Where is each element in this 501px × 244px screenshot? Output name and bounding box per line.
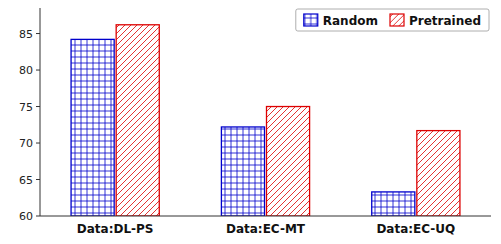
chart: 60 65 70 75 80 85 Data:DL-PS Data:EC-MT Data:EC-… [0, 0, 501, 244]
legend-label: Pretrained [409, 14, 481, 28]
bar [221, 127, 264, 216]
y-tick-label: 60 [19, 210, 33, 223]
y-tick [36, 216, 40, 217]
x-axis [40, 216, 491, 217]
bar [71, 39, 114, 216]
x-tick-label: Data:EC-UQ [376, 222, 455, 236]
y-tick [36, 33, 40, 34]
y-tick-label: 70 [19, 137, 33, 150]
legend: Random Pretrained [296, 9, 489, 31]
y-tick [36, 143, 40, 144]
y-axis [40, 8, 41, 216]
y-tick-label: 85 [19, 28, 33, 41]
bar [372, 192, 415, 216]
legend-swatch [390, 14, 404, 26]
y-tick [36, 106, 40, 107]
y-tick-label: 75 [19, 101, 33, 114]
legend-swatch [304, 14, 318, 26]
y-tick-label: 65 [19, 174, 33, 187]
x-tick-label: Data:EC-MT [226, 222, 306, 236]
y-tick [36, 179, 40, 180]
y-tick [36, 70, 40, 71]
bar [116, 25, 159, 216]
legend-frame [296, 9, 489, 31]
legend-label: Random [323, 14, 378, 28]
y-tick-label: 80 [19, 64, 33, 77]
bar [267, 107, 310, 216]
bar [417, 131, 460, 216]
bars [71, 25, 460, 216]
x-tick-label: Data:DL-PS [77, 222, 154, 236]
